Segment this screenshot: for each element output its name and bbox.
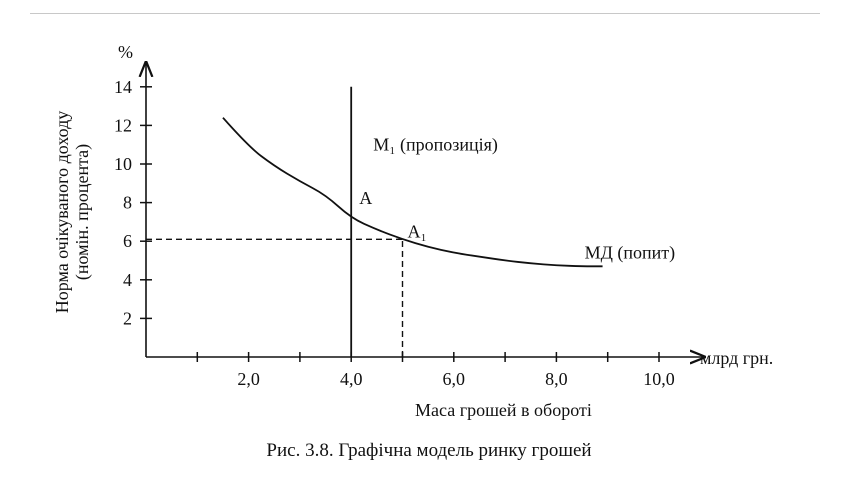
- y-tick-label: 8: [123, 193, 132, 213]
- y-axis-label-line1: Норма очікуваного доходу: [52, 111, 72, 314]
- money-market-chart: 2,0 4,0 6,0 8,0 10,0 2 4 6 8 10 12 14 МД (попит) M₁ …: [52, 42, 773, 420]
- supply-line-label: M₁ (пропозиція): [373, 134, 498, 155]
- axes: [146, 63, 704, 358]
- demand-curve-label: МД (попит): [585, 242, 676, 263]
- point-a-label: A: [359, 188, 372, 208]
- y-tick-label: 2: [123, 308, 132, 328]
- x-axis-unit: млрд грн.: [700, 348, 773, 368]
- y-tick-label: 14: [114, 77, 132, 97]
- y-tick-label: 4: [123, 270, 132, 290]
- reference-lines: [146, 238, 404, 357]
- point-a1-label: A₁: [408, 221, 427, 241]
- y-axis-label-line2: (номін. процента): [72, 144, 93, 280]
- y-axis-unit: %: [118, 42, 133, 62]
- x-tick-label: 2,0: [237, 369, 260, 389]
- x-tick-label: 6,0: [443, 369, 466, 389]
- tick-marks: [140, 86, 660, 362]
- y-axis-label: Норма очікуваного доходу (номін. процент…: [52, 111, 93, 314]
- x-tick-label: 8,0: [545, 369, 568, 389]
- y-tick-label: 10: [114, 154, 132, 174]
- demand-curve: [222, 117, 603, 268]
- tick-labels: 2,0 4,0 6,0 8,0 10,0 2 4 6 8 10 12 14: [114, 77, 675, 389]
- x-tick-label: 10,0: [643, 369, 675, 389]
- annotations: A A₁: [359, 188, 427, 241]
- y-tick-label: 12: [114, 115, 132, 135]
- figure-caption: Рис. 3.8. Графічна модель ринку грошей: [266, 440, 592, 461]
- scan-edge-line: [30, 13, 820, 14]
- x-axis-label: Маса грошей в обороті: [415, 400, 592, 420]
- y-tick-label: 6: [123, 231, 132, 251]
- series: МД (попит) M₁ (пропозиція): [222, 86, 676, 357]
- x-tick-label: 4,0: [340, 369, 363, 389]
